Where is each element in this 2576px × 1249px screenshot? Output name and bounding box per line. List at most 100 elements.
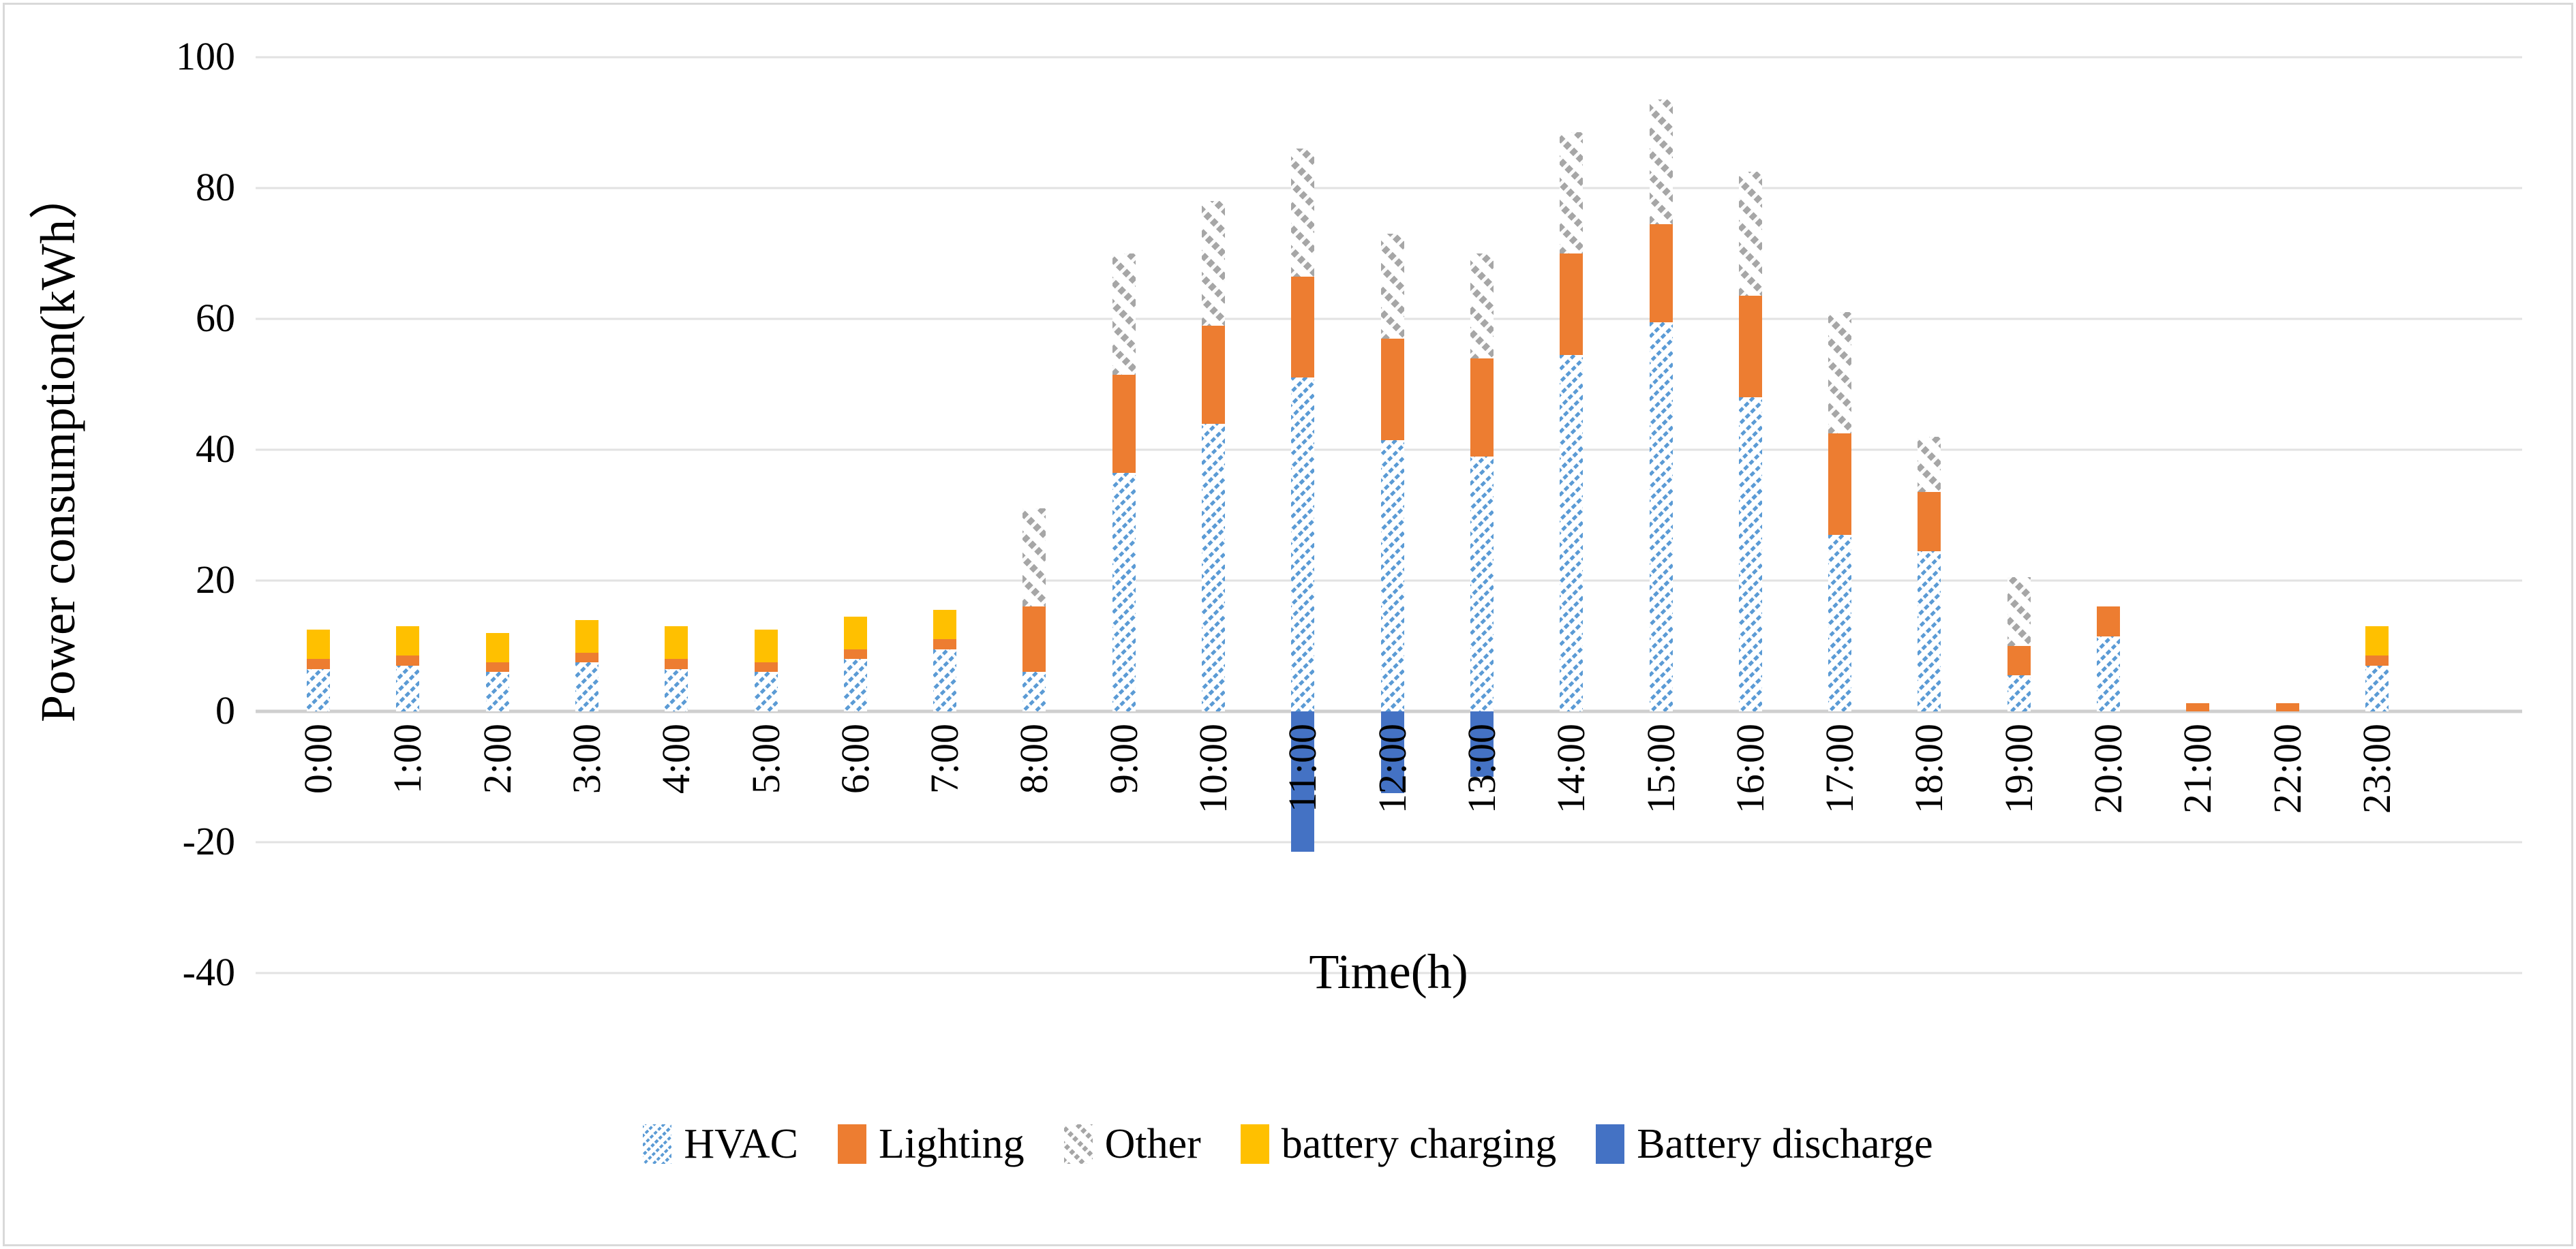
bar-segment-lighting: [1380, 338, 1404, 440]
bar-column-21:00: [2186, 41, 2210, 995]
bar-segment-lighting: [2365, 656, 2389, 666]
bar-segment-hvac: [754, 672, 778, 711]
legend-label: Other: [1104, 1121, 1201, 1167]
bar-column-2:00: [485, 41, 509, 995]
bar-column-0:00: [307, 41, 330, 995]
bar-segment-discharge: [1291, 711, 1315, 852]
bar-segment-hvac: [1738, 397, 1762, 711]
bar-segment-lighting: [2275, 703, 2299, 711]
x-tick-label: 22:00: [2264, 724, 2309, 814]
x-tick-label: 4:00: [654, 724, 699, 795]
bar-segment-other: [1738, 172, 1762, 296]
bar-column-5:00: [754, 41, 778, 995]
legend-item-charging: battery charging: [1240, 1123, 1556, 1165]
x-tick-label: 1:00: [385, 724, 430, 795]
bar-segment-hvac: [1380, 440, 1404, 711]
bar-segment-other: [1022, 508, 1046, 607]
bar-segment-other: [1202, 201, 1225, 326]
bar-segment-charging: [485, 632, 509, 662]
bar-segment-lighting: [307, 659, 330, 669]
legend-swatch-discharge: [1596, 1124, 1625, 1164]
bar-column-3:00: [575, 41, 598, 995]
bar-segment-lighting: [2186, 703, 2210, 711]
bar-segment-hvac: [1918, 551, 1941, 711]
x-tick-label: 2:00: [474, 724, 519, 795]
legend-item-discharge: Battery discharge: [1596, 1123, 1933, 1165]
x-tick-label: 14:00: [1549, 724, 1594, 814]
bar-segment-lighting: [1828, 433, 1852, 535]
gridline-80: [256, 187, 2522, 189]
bar-segment-lighting: [2007, 646, 2031, 676]
bar-column-16:00: [1738, 41, 1762, 995]
legend-label: HVAC: [684, 1121, 799, 1167]
x-tick-label: 9:00: [1101, 724, 1146, 795]
bar-segment-charging: [933, 610, 957, 640]
bar-segment-lighting: [1649, 223, 1673, 322]
bar-segment-lighting: [1738, 296, 1762, 398]
bar-segment-hvac: [575, 662, 598, 711]
x-tick-label: 16:00: [1727, 724, 1772, 814]
legend: HVAC Lighting Other battery charging Battery…: [0, 1123, 2576, 1165]
bar-column-4:00: [665, 41, 688, 995]
legend-label: Battery discharge: [1637, 1121, 1933, 1167]
x-tick-label: 7:00: [922, 724, 967, 795]
bar-column-11:00: [1291, 41, 1315, 995]
x-tick-label: 10:00: [1191, 724, 1235, 814]
bar-column-8:00: [1022, 41, 1046, 995]
bar-column-7:00: [933, 41, 957, 995]
bar-segment-hvac: [485, 672, 509, 711]
x-tick-label: 5:00: [743, 724, 788, 795]
bar-segment-other: [1112, 253, 1136, 375]
bar-segment-charging: [396, 626, 420, 656]
bar-segment-hvac: [1022, 672, 1046, 711]
bar-segment-hvac: [1560, 354, 1584, 711]
legend-swatch-lighting: [838, 1124, 867, 1164]
x-tick-label: 19:00: [1996, 724, 2041, 814]
bar-segment-discharge: [1380, 711, 1404, 793]
bar-column-6:00: [843, 41, 867, 995]
bar-column-22:00: [2275, 41, 2299, 995]
legend-swatch-hvac: [643, 1124, 672, 1164]
x-tick-label: 0:00: [296, 724, 340, 795]
bar-segment-other: [1291, 149, 1315, 277]
bar-column-9:00: [1112, 41, 1136, 995]
bar-segment-hvac: [843, 659, 867, 711]
bar-segment-lighting: [1202, 325, 1225, 424]
bar-column-20:00: [2097, 41, 2120, 995]
bar-segment-lighting: [485, 662, 509, 673]
bar-column-17:00: [1828, 41, 1852, 995]
x-tick-label: 20:00: [2086, 724, 2130, 814]
gridline--40: [256, 972, 2522, 974]
bar-segment-lighting: [1470, 358, 1494, 457]
y-tick-label: 100: [176, 33, 235, 78]
bar-column-10:00: [1202, 41, 1225, 995]
bar-segment-other: [1470, 253, 1494, 358]
bar-segment-lighting: [1918, 492, 1941, 551]
bar-column-12:00: [1380, 41, 1404, 995]
bar-column-18:00: [1918, 41, 1941, 995]
y-tick-label: -40: [182, 949, 235, 994]
bar-segment-lighting: [843, 649, 867, 660]
bar-segment-lighting: [396, 656, 420, 666]
bar-segment-lighting: [1560, 253, 1584, 355]
x-tick-label: 15:00: [1638, 724, 1683, 814]
bar-segment-hvac: [1470, 456, 1494, 711]
bar-segment-hvac: [1291, 377, 1315, 711]
legend-item-lighting: Lighting: [838, 1123, 1025, 1165]
bar-segment-lighting: [1291, 276, 1315, 378]
x-tick-label: 23:00: [2354, 724, 2399, 814]
legend-swatch-charging: [1240, 1124, 1269, 1164]
bar-segment-hvac: [1202, 423, 1225, 711]
x-tick-label: 3:00: [564, 724, 609, 795]
plot-area: 0:00 1:00 2:00 3:00 4:00 5:00 6:00 7:00 8:00 9:00…: [256, 41, 2522, 995]
bar-segment-lighting: [754, 662, 778, 673]
legend-swatch-other: [1063, 1124, 1093, 1164]
bar-segment-charging: [307, 630, 330, 660]
bar-column-23:00: [2365, 41, 2389, 995]
y-tick-label: 80: [196, 164, 235, 209]
gridline--20: [256, 841, 2522, 844]
x-tick-label: 21:00: [2175, 724, 2220, 814]
bar-segment-other: [1649, 99, 1673, 224]
bar-column-15:00: [1649, 41, 1673, 995]
